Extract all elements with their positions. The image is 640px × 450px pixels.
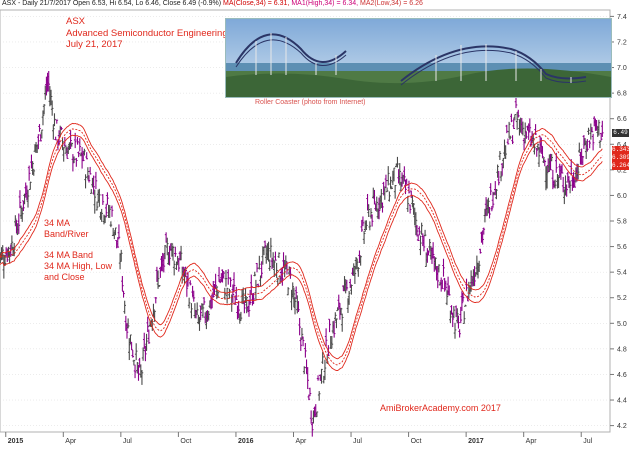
y-tick-label: 6.4 xyxy=(617,142,627,149)
y-tick-label: 5.4 xyxy=(617,270,627,277)
ma-low-line xyxy=(0,134,603,372)
x-tick-label: Jul xyxy=(353,438,362,445)
roller-coaster-illustration xyxy=(226,19,611,97)
x-tick-label: Oct xyxy=(411,438,422,445)
x-tick-label: Apr xyxy=(295,438,307,445)
title-annotation: ASX Advanced Semiconductor Engineering J… xyxy=(66,16,228,50)
chart-header: ASX - Daily 21/7/2017 Open 6.53, Hi 6.54… xyxy=(2,0,423,7)
x-tick-label: 2016 xyxy=(238,438,254,445)
ma-low-tag: 6.264 xyxy=(612,162,631,170)
x-tick-label: Apr xyxy=(526,438,538,445)
roller-coaster-photo xyxy=(225,18,612,98)
x-tick-label: 2015 xyxy=(8,438,24,445)
y-tick-label: 7.0 xyxy=(617,65,627,72)
ma-high-readout: MA1(High,34) = 6.34, xyxy=(291,0,359,7)
y-tick-label: 5.0 xyxy=(617,321,627,328)
symbol-info: ASX - Daily 21/7/2017 Open 6.53, Hi 6.54… xyxy=(2,0,222,7)
y-tick-label: 5.8 xyxy=(617,219,627,226)
ma-low-readout: MA2(Low,34) = 6.26 xyxy=(360,0,423,7)
x-tick-label: Jul xyxy=(123,438,132,445)
y-tick-label: 6.8 xyxy=(617,91,627,98)
y-tick-label: 4.2 xyxy=(617,423,627,430)
y-tick-label: 4.8 xyxy=(617,346,627,353)
x-tick-label: Oct xyxy=(180,438,191,445)
credit-text: AmiBrokerAcademy.com 2017 xyxy=(380,403,501,413)
band-desc-annotation: 34 MA Band 34 MA High, Low and Close xyxy=(44,250,113,282)
last-price-tag: 6.49 xyxy=(612,129,629,137)
x-tick-label: 2017 xyxy=(468,438,484,445)
y-tick-label: 6.0 xyxy=(617,193,627,200)
y-tick-label: 4.6 xyxy=(617,372,627,379)
ma-close-readout: MA(Close,34) = 6.31, xyxy=(223,0,290,7)
band-label-annotation: 34 MA Band/River xyxy=(44,218,89,239)
y-tick-label: 5.2 xyxy=(617,295,627,302)
x-tick-label: Jul xyxy=(583,438,592,445)
y-tick-label: 7.4 xyxy=(617,14,627,21)
x-tick-label: Apr xyxy=(65,438,77,445)
ma-high-line xyxy=(0,122,603,360)
photo-caption: Roller Coaster (photo from Internet) xyxy=(255,99,366,106)
y-tick-label: 6.2 xyxy=(617,167,627,174)
ma-close-tag: 6.309 xyxy=(612,154,631,162)
ma-high-tag: 6.343 xyxy=(612,146,631,154)
y-tick-label: 7.2 xyxy=(617,39,627,46)
y-tick-label: 4.4 xyxy=(617,398,627,405)
y-tick-label: 5.6 xyxy=(617,244,627,251)
y-tick-label: 6.6 xyxy=(617,116,627,123)
